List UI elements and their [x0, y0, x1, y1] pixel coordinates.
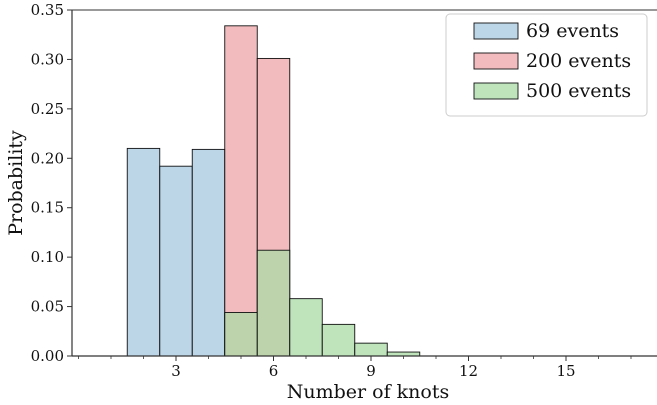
bar-500-events-bin-3 — [224, 312, 258, 357]
legend-swatch — [473, 52, 519, 70]
bar-500-events-bin-6 — [321, 323, 356, 357]
legend-label: 200 events — [526, 50, 631, 72]
y-ticks: 0.00 0.05 0.10 0.15 0.20 0.25 0.30 0.35 — [31, 1, 72, 365]
legend: 69 events 200 events 500 events — [445, 13, 648, 117]
bar-69-events-bin-0 — [126, 147, 161, 357]
x-ticks: 3 6 9 12 15 — [78, 356, 632, 380]
legend-swatch — [473, 82, 519, 100]
bar-69-events-bin-2 — [191, 148, 226, 357]
bars-group — [126, 25, 421, 357]
legend-label: 500 events — [526, 80, 631, 102]
legend-swatch — [473, 22, 519, 40]
y-tick-label: 0.30 — [31, 50, 64, 68]
axes-group — [71, 9, 657, 357]
bar-500-events-bin-7 — [354, 342, 388, 357]
bar-200-events-bin-3 — [224, 25, 258, 357]
bar-500-events-bin-5 — [289, 298, 323, 357]
x-tick-label: 12 — [459, 362, 478, 380]
y-axis-label: Probability — [5, 130, 27, 236]
y-tick-label: 0.25 — [31, 100, 64, 118]
x-tick-label: 6 — [269, 362, 279, 380]
y-tick-label: 0.15 — [31, 199, 64, 217]
x-tick-label: 15 — [556, 362, 575, 380]
x-tick-label: 9 — [366, 362, 376, 380]
x-axis-label: Number of knots — [287, 381, 450, 403]
bar-69-events-bin-1 — [159, 165, 193, 357]
x-tick-label: 3 — [171, 362, 181, 380]
legend-label: 69 events — [526, 20, 619, 42]
bar-500-events-bin-4 — [256, 249, 291, 357]
y-tick-label: 0.00 — [31, 347, 64, 365]
y-tick-label: 0.05 — [31, 298, 64, 316]
y-tick-label: 0.10 — [31, 248, 64, 266]
y-tick-label: 0.35 — [31, 1, 64, 19]
y-tick-label: 0.20 — [31, 149, 64, 167]
